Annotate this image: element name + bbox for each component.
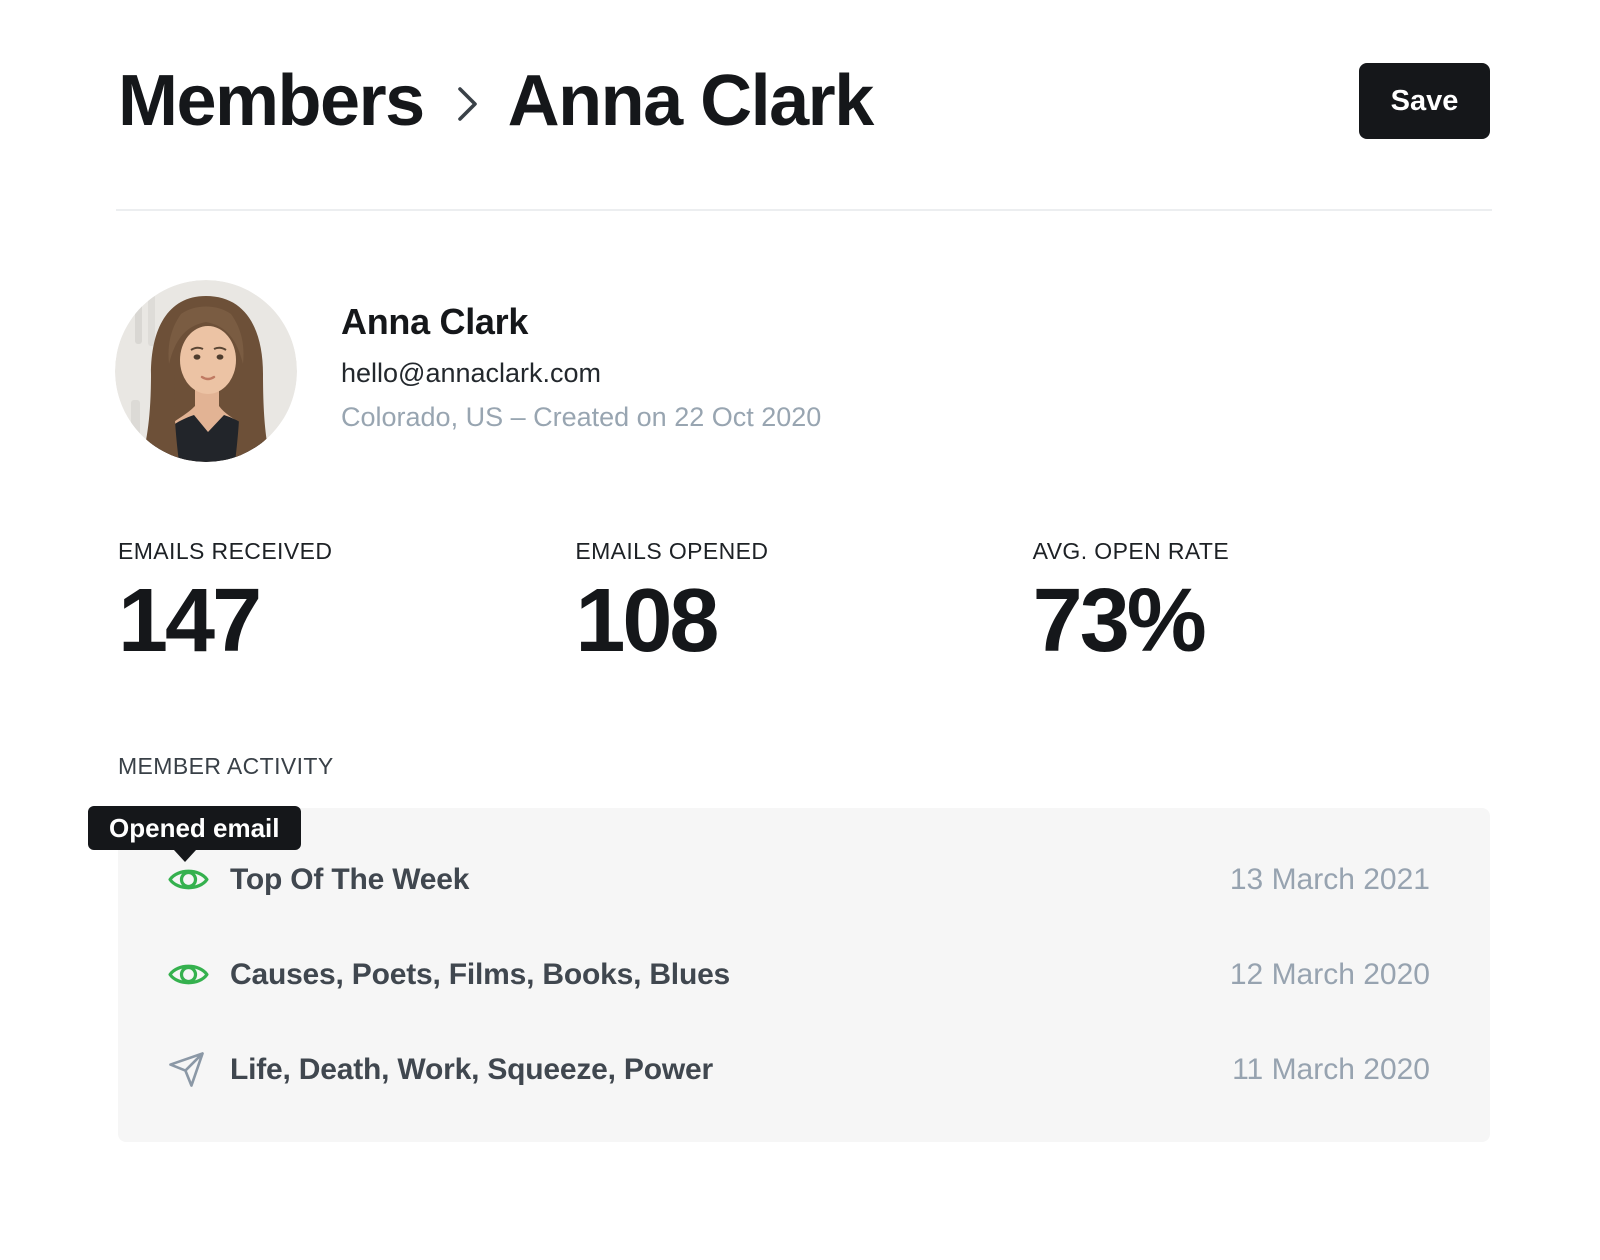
send-icon — [168, 1051, 212, 1088]
activity-row[interactable]: Life, Death, Work, Squeeze, Power 11 Mar… — [168, 1022, 1430, 1117]
member-name: Anna Clark — [341, 301, 529, 342]
stat-emails-opened: EMAILS OPENED 108 — [575, 538, 1032, 671]
breadcrumb-current: Anna Clark — [507, 61, 875, 141]
activity-row[interactable]: Causes, Poets, Films, Books, Blues 12 Ma… — [168, 927, 1430, 1022]
breadcrumb-chevron-icon — [452, 81, 482, 127]
member-activity-section: MEMBER ACTIVITY Opened email Top Of The … — [88, 753, 1490, 1142]
activity-title: Life, Death, Work, Squeeze, Power — [230, 1052, 713, 1086]
breadcrumb: Members Anna Clark — [118, 61, 875, 141]
member-email: hello@annaclark.com — [341, 358, 602, 388]
activity-date: 11 March 2020 — [1232, 1052, 1430, 1086]
stat-label: EMAILS RECEIVED — [118, 538, 333, 564]
profile-text: Anna Clark hello@annaclark.com Colorado,… — [341, 280, 821, 462]
stat-label: EMAILS OPENED — [575, 538, 769, 564]
eye-icon — [168, 959, 212, 990]
stat-avg-open-rate: AVG. OPEN RATE 73% — [1032, 538, 1490, 671]
activity-list: Top Of The Week 13 March 2021 Causes, Po… — [118, 808, 1490, 1142]
stat-value: 108 — [575, 571, 719, 671]
member-meta: Colorado, US – Created on 22 Oct 2020 — [341, 402, 822, 432]
stat-value: 73% — [1032, 571, 1207, 671]
member-activity-heading: MEMBER ACTIVITY — [118, 753, 334, 779]
activity-title: Causes, Poets, Films, Books, Blues — [230, 957, 731, 991]
member-profile: Anna Clark hello@annaclark.com Colorado,… — [115, 280, 821, 462]
topbar: Members Anna Clark Save — [118, 60, 1490, 142]
breadcrumb-members-link[interactable]: Members — [118, 61, 425, 141]
activity-title: Top Of The Week — [230, 862, 470, 896]
header-divider — [116, 209, 1492, 211]
save-button[interactable]: Save — [1359, 63, 1490, 139]
stat-label: AVG. OPEN RATE — [1032, 538, 1230, 564]
member-stats: EMAILS RECEIVED 147 EMAILS OPENED 108 AV… — [118, 538, 1490, 671]
eye-icon — [168, 864, 212, 895]
activity-date: 12 March 2020 — [1229, 957, 1430, 991]
opened-email-tooltip: Opened email — [88, 806, 301, 862]
activity-row[interactable]: Top Of The Week 13 March 2021 — [168, 832, 1430, 927]
avatar[interactable] — [115, 280, 297, 462]
activity-date: 13 March 2021 — [1229, 862, 1430, 896]
stat-value: 147 — [118, 571, 262, 671]
stat-emails-received: EMAILS RECEIVED 147 — [118, 538, 575, 671]
